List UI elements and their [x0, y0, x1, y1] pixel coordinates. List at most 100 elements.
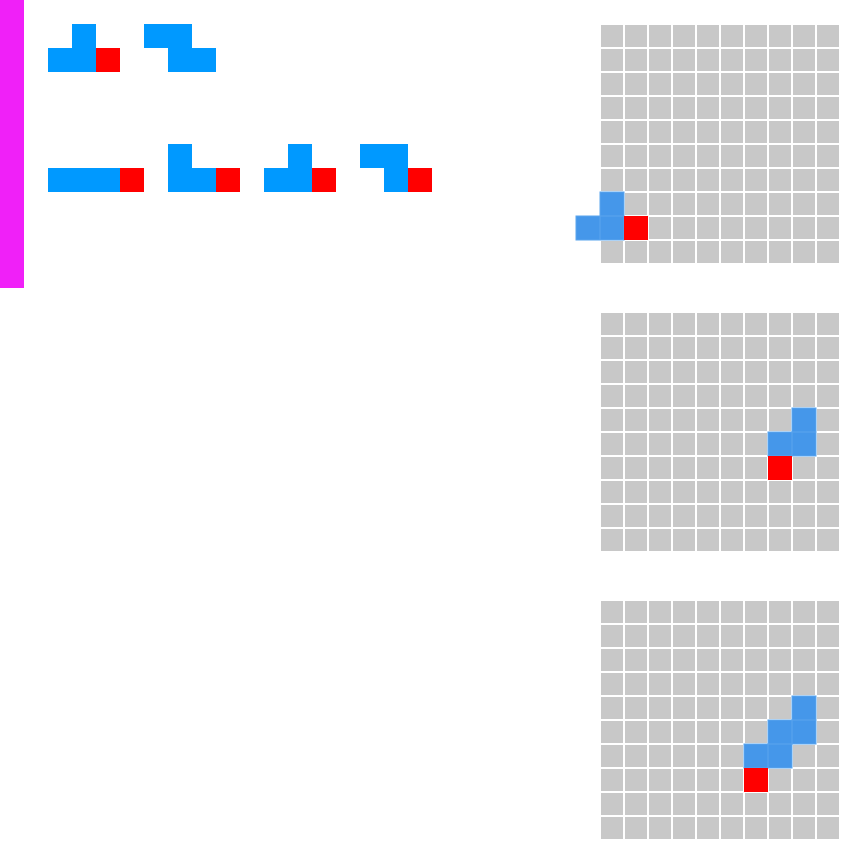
board-cell: [697, 649, 719, 671]
board-cell: [769, 697, 791, 719]
board-block: [599, 191, 625, 217]
board-cell: [625, 25, 647, 47]
preview-block: [384, 168, 408, 192]
board-cell: [697, 481, 719, 503]
board-cell: [721, 769, 743, 791]
preview-block: [72, 48, 96, 72]
board-block: [791, 407, 817, 433]
board-cell: [601, 73, 623, 95]
board-cell: [721, 121, 743, 143]
preview-block: [96, 168, 120, 192]
board-cell: [769, 337, 791, 359]
board-cell: [697, 25, 719, 47]
board-cell: [721, 337, 743, 359]
board-cell: [649, 697, 671, 719]
board-cell: [793, 673, 815, 695]
board-cell: [601, 457, 623, 479]
board-cell: [673, 697, 695, 719]
board-cell: [745, 793, 767, 815]
board-cell: [793, 769, 815, 791]
board-block: [791, 695, 817, 721]
board-cell: [769, 97, 791, 119]
board-cell: [649, 217, 671, 239]
board-cell: [769, 73, 791, 95]
preview-block: [144, 24, 168, 48]
board-cell: [793, 457, 815, 479]
board-cell: [769, 673, 791, 695]
preview-anchor: [312, 168, 336, 192]
preview-block: [360, 144, 384, 168]
board-cell: [721, 313, 743, 335]
board-cell: [721, 457, 743, 479]
board-cell: [673, 769, 695, 791]
board-cell: [649, 73, 671, 95]
board-cell: [793, 505, 815, 527]
board-cell: [673, 409, 695, 431]
board-cell: [817, 313, 839, 335]
board-cell: [649, 121, 671, 143]
board-cell: [721, 721, 743, 743]
board-cell: [721, 385, 743, 407]
board-cell: [673, 649, 695, 671]
board-cell: [721, 145, 743, 167]
board-cell: [745, 673, 767, 695]
board-cell: [721, 673, 743, 695]
board-cell: [745, 361, 767, 383]
preview-block: [264, 168, 288, 192]
board-cell: [649, 25, 671, 47]
board-cell: [625, 601, 647, 623]
board-cell: [745, 169, 767, 191]
board-cell: [673, 673, 695, 695]
board-cell: [625, 817, 647, 839]
board-cell: [721, 697, 743, 719]
board-cell: [673, 529, 695, 551]
board-cell: [601, 313, 623, 335]
board-cell: [649, 433, 671, 455]
board-cell: [817, 505, 839, 527]
board-cell: [793, 793, 815, 815]
board-cell: [769, 481, 791, 503]
board-cell: [721, 97, 743, 119]
board-cell: [793, 169, 815, 191]
board-cell: [649, 529, 671, 551]
board-cell: [745, 193, 767, 215]
board-block: [743, 743, 769, 769]
board-cell: [697, 673, 719, 695]
board-cell: [673, 745, 695, 767]
board-cell: [697, 337, 719, 359]
board-cell: [817, 73, 839, 95]
board-cell: [793, 193, 815, 215]
board-cell: [673, 817, 695, 839]
board-cell: [625, 769, 647, 791]
board-cell: [721, 193, 743, 215]
preview-block: [168, 168, 192, 192]
board-cell: [745, 649, 767, 671]
board-cell: [673, 481, 695, 503]
preview-anchor: [120, 168, 144, 192]
board-cell: [649, 649, 671, 671]
board-cell: [625, 721, 647, 743]
board-cell: [769, 649, 791, 671]
board-cell: [673, 313, 695, 335]
board-cell: [745, 97, 767, 119]
board-cell: [745, 817, 767, 839]
board-cell: [601, 625, 623, 647]
board-cell: [817, 385, 839, 407]
board-cell: [745, 25, 767, 47]
board-cell: [625, 481, 647, 503]
preview-block: [288, 168, 312, 192]
board-cell: [697, 721, 719, 743]
board-cell: [697, 217, 719, 239]
board-cell: [793, 817, 815, 839]
board-cell: [625, 625, 647, 647]
board-cell: [673, 721, 695, 743]
board-cell: [625, 673, 647, 695]
board-cell: [697, 361, 719, 383]
board-cell: [697, 49, 719, 71]
board-cell: [673, 193, 695, 215]
board-cell: [601, 817, 623, 839]
board-cell: [793, 73, 815, 95]
board-cell: [649, 481, 671, 503]
board-cell: [673, 217, 695, 239]
board-cell: [817, 169, 839, 191]
